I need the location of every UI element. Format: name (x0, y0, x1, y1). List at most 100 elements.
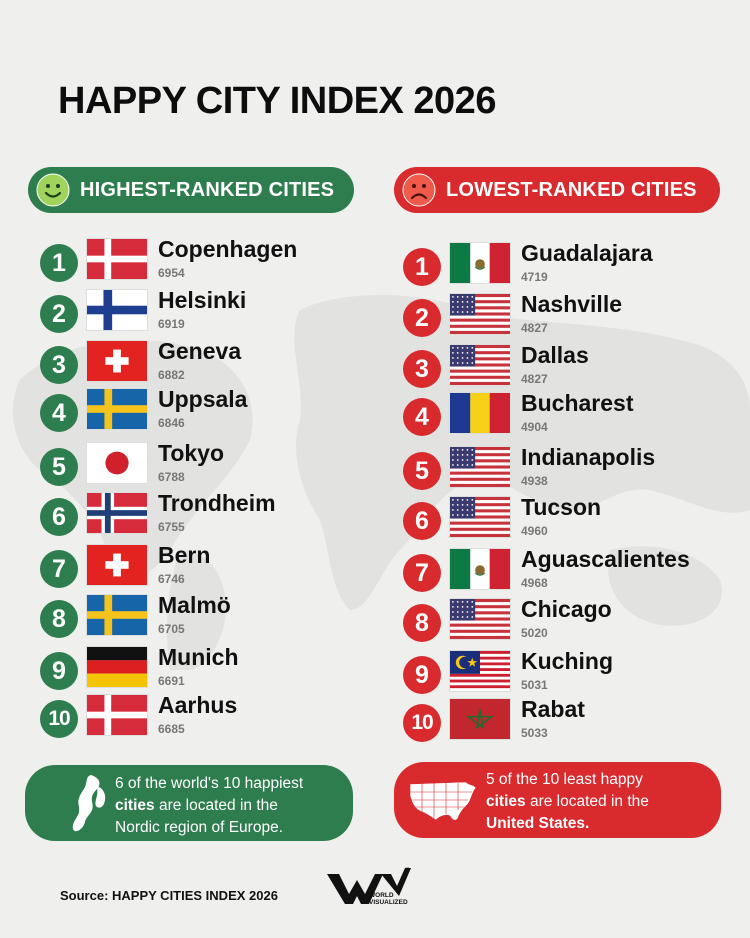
lowest-row-6: 6 Tucson 4960 (403, 494, 733, 542)
lowest-row-5: 5 Indianapolis 4938 (403, 444, 733, 492)
highest-row-7: 7 Bern 6746 (40, 542, 350, 590)
highest-row-1: 1 Copenhagen 6954 (40, 236, 350, 284)
city-name: Geneva (158, 338, 242, 364)
rank-badge: 5 (403, 452, 441, 490)
rank-badge: 3 (40, 346, 78, 384)
rank-badge: 1 (403, 248, 441, 286)
lowest-row-2: 2 Nashville 4827 (403, 291, 733, 339)
lowest-row-10: 10 Rabat 5033 (403, 696, 733, 744)
city-score: 6691 (158, 674, 185, 688)
city-name: Uppsala (158, 386, 248, 412)
city-score: 6954 (158, 266, 185, 280)
city-name: Nashville (521, 291, 622, 317)
city-name: Copenhagen (158, 236, 298, 262)
highest-row-3: 3 Geneva 6882 (40, 338, 350, 386)
lowest-row-3: 3 Dallas 4827 (403, 342, 733, 390)
city-score: 6788 (158, 470, 185, 484)
lowest-ranked-header: LOWEST-RANKED CITIES (394, 167, 720, 213)
rank-badge: 9 (40, 652, 78, 690)
rank-badge: 2 (40, 295, 78, 333)
usa-note-text: 5 of the 10 least happy cities are locat… (486, 771, 649, 832)
usa-flag-icon (449, 344, 511, 386)
rank-badge: 4 (40, 394, 78, 432)
rank-badge: 8 (403, 604, 441, 642)
rank-badge: 2 (403, 299, 441, 337)
nordic-note-text: 6 of the world's 10 happiest cities are … (115, 775, 304, 836)
rank-badge: 6 (40, 498, 78, 536)
city-name: Tucson (521, 494, 602, 520)
world-visualized-logo: ™ (327, 866, 411, 904)
rank-badge: 10 (403, 704, 441, 742)
svg-text:™: ™ (405, 866, 409, 871)
denmark-flag-icon (86, 694, 148, 736)
lowest-row-4: 4 Bucharest 4904 (403, 390, 733, 438)
usa-flag-icon (449, 446, 511, 488)
highest-row-6: 6 Trondheim 6755 (40, 490, 350, 538)
city-name: Bern (158, 542, 211, 568)
city-name: Kuching (521, 648, 613, 674)
denmark-flag-icon (86, 238, 148, 280)
lowest-row-9: 9 Kuching 5031 (403, 648, 733, 696)
switzerland-flag-icon (86, 340, 148, 382)
city-score: 6685 (158, 722, 185, 736)
city-name: Malmö (158, 592, 231, 618)
logo-text: WORLD VISUALIZED (369, 892, 408, 906)
city-score: 5031 (521, 678, 548, 692)
page-title: HAPPY CITY INDEX 2026 (58, 80, 496, 122)
city-score: 4827 (521, 321, 548, 335)
finland-flag-icon (86, 289, 148, 331)
highest-row-9: 9 Munich 6691 (40, 644, 350, 692)
rank-badge: 3 (403, 350, 441, 388)
city-name: Guadalajara (521, 240, 653, 266)
city-name: Aguascalientes (521, 546, 690, 572)
japan-flag-icon (86, 442, 148, 484)
rank-badge: 9 (403, 656, 441, 694)
highest-row-8: 8 Malmö 6705 (40, 592, 350, 640)
lowest-row-8: 8 Chicago 5020 (403, 596, 733, 644)
usa-flag-icon (449, 598, 511, 640)
city-name: Chicago (521, 596, 612, 622)
sweden-flag-icon (86, 594, 148, 636)
rank-badge: 4 (403, 398, 441, 436)
city-score: 4960 (521, 524, 548, 538)
mexico-flag-icon (449, 242, 511, 284)
city-name: Munich (158, 644, 239, 670)
rank-badge: 6 (403, 502, 441, 540)
city-score: 5033 (521, 726, 548, 740)
morocco-flag-icon (449, 698, 511, 740)
rank-badge: 7 (40, 550, 78, 588)
scandinavia-map-icon (72, 775, 106, 832)
lowest-row-1: 1 Guadalajara 4719 (403, 240, 733, 288)
city-name: Tokyo (158, 440, 225, 466)
nordic-note-card: 6 of the world's 10 happiest cities are … (25, 765, 353, 841)
rank-badge: 10 (40, 700, 78, 738)
highest-ranked-header: HIGHEST-RANKED CITIES (28, 167, 354, 213)
city-score: 6755 (158, 520, 185, 534)
city-score: 4904 (521, 420, 548, 434)
romania-flag-icon (449, 392, 511, 434)
lowest-ranked-label: LOWEST-RANKED CITIES (446, 178, 697, 201)
germany-flag-icon (86, 646, 148, 688)
city-score: 6846 (158, 416, 185, 430)
city-name: Helsinki (158, 287, 247, 313)
norway-flag-icon (86, 492, 148, 534)
malaysia-flag-icon (449, 650, 511, 692)
city-score: 4827 (521, 372, 548, 386)
rank-badge: 1 (40, 244, 78, 282)
highest-ranked-label: HIGHEST-RANKED CITIES (80, 178, 335, 201)
city-name: Rabat (521, 696, 585, 722)
rank-badge: 8 (40, 600, 78, 638)
lowest-row-7: 7 Aguascalientes 4968 (403, 546, 733, 594)
source-credit: Source: HAPPY CITIES INDEX 2026 (60, 888, 278, 903)
city-name: Bucharest (521, 390, 634, 416)
city-score: 6919 (158, 317, 185, 331)
city-name: Trondheim (158, 490, 276, 516)
sad-face-icon (402, 173, 436, 207)
sweden-flag-icon (86, 388, 148, 430)
city-name: Aarhus (158, 692, 238, 718)
city-score: 6746 (158, 572, 185, 586)
mexico-flag-icon (449, 548, 511, 590)
city-score: 6705 (158, 622, 185, 636)
usa-map-icon (409, 781, 477, 821)
usa-note-card: 5 of the 10 least happy cities are locat… (394, 762, 721, 838)
